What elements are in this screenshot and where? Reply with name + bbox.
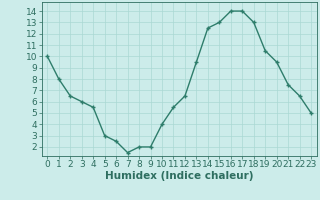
X-axis label: Humidex (Indice chaleur): Humidex (Indice chaleur): [105, 171, 253, 181]
